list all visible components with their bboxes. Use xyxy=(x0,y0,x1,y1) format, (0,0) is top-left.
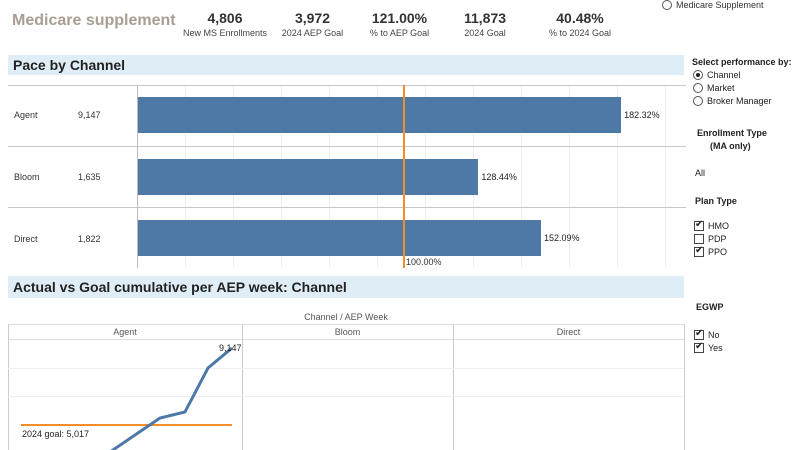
row-divider xyxy=(8,146,686,147)
panel-divider xyxy=(684,324,685,450)
panel-divider xyxy=(453,324,454,450)
radio-channel[interactable]: Channel xyxy=(693,68,772,81)
kpi-label: % to 2024 Goal xyxy=(548,28,612,38)
checkbox-checked-icon xyxy=(694,341,704,353)
kpi-label: New MS Enrollments xyxy=(182,28,268,38)
kpi-value: 4,806 xyxy=(207,10,243,26)
radio-label: Medicare Supplement xyxy=(676,0,764,10)
row-count-direct: 1,822 xyxy=(78,234,101,244)
kpi-pct-2024-goal: 40.48% % to 2024 Goal xyxy=(540,9,620,39)
panel-top-line xyxy=(8,324,684,325)
kpi-2024-goal: 11,873 2024 Goal xyxy=(450,9,520,39)
panel-divider xyxy=(8,324,9,450)
panel-title-agent: Agent xyxy=(113,327,137,337)
checkbox-checked-icon xyxy=(694,219,704,231)
radio-label: Market xyxy=(707,82,735,93)
row-count-agent: 9,147 xyxy=(78,110,101,120)
axis-line xyxy=(137,85,138,268)
plan-type-checklist: HMO PDP PPO xyxy=(694,219,729,258)
enrollment-type-title: Enrollment Type xyxy=(697,128,767,138)
actual-line-agent xyxy=(110,346,233,450)
checkbox-label: No xyxy=(708,329,720,340)
kpi-label: 2024 Goal xyxy=(464,28,506,38)
egwp-title: EGWP xyxy=(696,302,724,312)
radio-circle-icon xyxy=(693,82,703,93)
kpi-label: % to AEP Goal xyxy=(369,28,430,38)
checkbox-label: Yes xyxy=(708,342,723,353)
checkbox-egwp-yes[interactable]: Yes xyxy=(694,341,723,354)
kpi-value: 11,873 xyxy=(463,10,507,26)
performance-title: Select performance by: xyxy=(692,57,792,67)
egwp-checklist: No Yes xyxy=(694,328,723,354)
enrollment-type-subtitle: (MA only) xyxy=(710,141,751,151)
cumulative-section-header: Actual vs Goal cumulative per AEP week: … xyxy=(8,276,684,298)
kpi-value: 121.00% xyxy=(371,10,428,26)
bar-label-bloom: 128.44% xyxy=(481,172,517,182)
gridline xyxy=(665,85,666,268)
facet-axis-title: Channel / AEP Week xyxy=(304,312,388,322)
kpi-pct-aep-goal: 121.00% % to AEP Goal xyxy=(362,9,437,39)
panel-header-line xyxy=(8,339,684,340)
radio-label: Channel xyxy=(707,69,741,80)
row-count-bloom: 1,635 xyxy=(78,172,101,182)
radio-market[interactable]: Market xyxy=(693,81,772,94)
checkbox-empty-icon xyxy=(694,233,704,244)
pace-section-header: Pace by Channel xyxy=(8,55,684,75)
goal-reference-line xyxy=(403,85,405,268)
medicare-supplement-radio[interactable]: Medicare Supplement xyxy=(662,0,764,10)
kpi-label: 2024 AEP Goal xyxy=(281,28,344,38)
checkbox-checked-icon xyxy=(694,245,704,257)
checkbox-hmo[interactable]: HMO xyxy=(694,219,729,232)
radio-broker-manager[interactable]: Broker Manager xyxy=(693,94,772,107)
checkbox-label: PPO xyxy=(708,246,728,257)
kpi-value: 40.48% xyxy=(556,10,604,26)
checkbox-ppo[interactable]: PPO xyxy=(694,245,729,258)
enrollment-type-dropdown[interactable]: All xyxy=(695,168,706,178)
kpi-aep-goal: 3,972 2024 AEP Goal xyxy=(275,9,350,39)
gridline xyxy=(521,85,522,268)
gridline xyxy=(8,396,684,397)
bar-bloom[interactable] xyxy=(138,159,479,195)
goal-line-label: 2024 goal: 5,017 xyxy=(22,429,90,439)
bar-label-agent: 182.32% xyxy=(624,110,660,120)
checkbox-label: PDP xyxy=(708,233,727,244)
pace-chart: Agent 9,147 Bloom 1,635 Direct 1,822 182… xyxy=(0,85,690,269)
row-label-direct: Direct xyxy=(14,234,38,244)
panel-title-direct: Direct xyxy=(556,327,581,337)
kpi-value: 3,972 xyxy=(294,10,331,26)
row-label-bloom: Bloom xyxy=(14,172,40,182)
row-divider xyxy=(8,207,686,208)
dashboard-title: Medicare supplement xyxy=(12,12,176,29)
checkbox-label: HMO xyxy=(708,220,729,231)
checkbox-egwp-no[interactable]: No xyxy=(694,328,723,341)
panel-divider xyxy=(242,324,243,450)
bar-label-direct: 152.09% xyxy=(544,233,580,243)
radio-circle-icon xyxy=(693,95,703,106)
row-divider xyxy=(8,85,686,86)
kpi-new-enrollments: 4,806 New MS Enrollments xyxy=(180,9,270,39)
bar-agent[interactable] xyxy=(138,97,622,133)
goal-reference-label: 100.00% xyxy=(406,257,442,267)
checkbox-pdp[interactable]: PDP xyxy=(694,232,729,245)
bar-direct[interactable] xyxy=(138,220,542,256)
radio-label: Broker Manager xyxy=(707,95,772,106)
radio-circle-icon xyxy=(662,0,672,10)
performance-radio-group: Channel Market Broker Manager xyxy=(693,68,772,107)
radio-selected-icon xyxy=(693,69,703,80)
panel-title-bloom: Bloom xyxy=(334,327,361,337)
gridline xyxy=(617,85,618,268)
row-label-agent: Agent xyxy=(14,110,38,120)
checkbox-checked-icon xyxy=(694,328,704,340)
plan-type-title: Plan Type xyxy=(695,196,737,206)
gridline xyxy=(569,85,570,268)
gridline xyxy=(8,368,684,369)
line-end-label: 9,147 xyxy=(219,343,242,353)
